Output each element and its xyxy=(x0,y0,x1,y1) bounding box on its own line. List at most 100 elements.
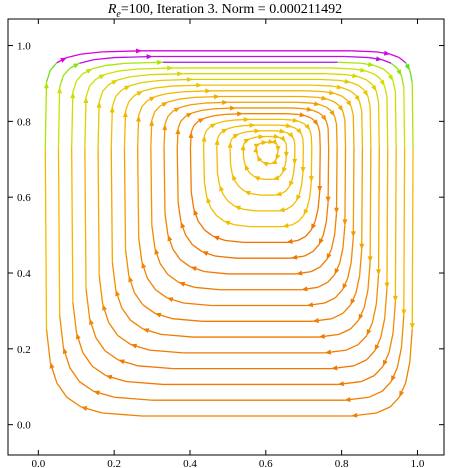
streamline-segment xyxy=(98,275,104,305)
streamline-arrow xyxy=(229,105,236,111)
streamline-arrow xyxy=(162,124,168,131)
streamline-segment xyxy=(342,87,351,92)
streamline-arrow xyxy=(275,145,281,153)
streamline-segment xyxy=(71,92,74,148)
streamline-segment xyxy=(300,172,304,186)
streamline-arrow xyxy=(391,375,396,382)
streamline-arrow xyxy=(258,134,265,140)
streamline-arrow xyxy=(367,256,373,263)
streamline-arrow xyxy=(387,74,394,81)
streamline-segment xyxy=(151,225,156,249)
streamline-segment xyxy=(114,55,153,59)
streamline-segment xyxy=(357,335,368,345)
streamline-segment xyxy=(121,307,131,321)
streamline-segment xyxy=(350,319,360,330)
streamline-arrow xyxy=(304,123,310,131)
streamline-arrow xyxy=(275,191,282,197)
streamline-arrow xyxy=(243,117,250,123)
streamline-arrow xyxy=(209,123,217,129)
streamline-arrow xyxy=(359,243,365,250)
streamline-segment xyxy=(238,186,245,192)
streamline-arrow xyxy=(73,63,80,69)
streamline-segment xyxy=(95,337,106,352)
streamline-segment xyxy=(93,56,115,61)
streamline-segment xyxy=(279,172,283,177)
streamline-segment xyxy=(62,67,71,76)
streamline-segment xyxy=(325,202,329,222)
streamline-segment xyxy=(155,92,168,98)
streamline-segment xyxy=(45,329,51,363)
streamline-segment xyxy=(149,349,184,354)
streamline-arrow xyxy=(334,268,340,275)
streamline-arrow xyxy=(367,61,375,67)
streamline-segment xyxy=(210,207,217,216)
streamline-segment xyxy=(229,164,233,175)
streamline-segment xyxy=(137,365,174,370)
streamline-segment xyxy=(298,214,305,222)
streamline-arrow xyxy=(102,304,107,311)
streamline-arrow xyxy=(346,100,352,107)
streamline-segment xyxy=(190,191,195,210)
streamline-segment xyxy=(44,82,48,148)
streamline-arrow xyxy=(383,50,391,56)
x-tick-label: 0.6 xyxy=(259,458,273,468)
streamline-segment xyxy=(380,318,386,338)
x-tick-label: 0.4 xyxy=(183,458,197,468)
streamline-segment xyxy=(166,91,184,95)
streamline-segment xyxy=(384,288,388,319)
streamline-arrow xyxy=(262,161,269,167)
streamline-segment xyxy=(227,126,235,130)
streamline-arrow xyxy=(287,132,294,139)
streamline-arrow xyxy=(342,219,348,226)
streamline-arrow xyxy=(318,238,324,245)
streamline-segment xyxy=(84,147,87,289)
streamline-arrow xyxy=(122,111,128,118)
streamline-segment xyxy=(333,116,338,125)
streamline-segment xyxy=(128,94,136,103)
streamline-arrow xyxy=(362,90,368,97)
streamline-segment xyxy=(193,120,199,127)
streamline-segment xyxy=(242,208,256,212)
streamline-arrow xyxy=(244,190,251,196)
streamline-arrow xyxy=(354,95,360,102)
streamline-segment xyxy=(91,365,107,377)
streamline-segment xyxy=(342,96,349,102)
streamline-segment xyxy=(350,81,359,87)
streamline-segment xyxy=(292,164,296,175)
streamline-segment xyxy=(190,102,205,106)
streamline-arrow xyxy=(306,106,313,112)
streamline-segment xyxy=(361,111,364,148)
streamline-arrow xyxy=(311,223,317,230)
streamline-segment xyxy=(185,234,193,246)
streamline-segment xyxy=(216,172,221,186)
streamline-segment xyxy=(126,61,164,64)
streamline-arrow xyxy=(180,221,186,229)
streamline-segment xyxy=(192,109,203,114)
streamline-segment xyxy=(167,274,180,283)
streamline-segment xyxy=(155,289,168,299)
streamline-segment xyxy=(319,259,328,268)
streamline-arrow xyxy=(337,105,343,112)
streamline-segment xyxy=(309,129,312,136)
streamline-segment xyxy=(409,329,413,363)
streamline-segment xyxy=(92,64,107,70)
streamline-segment xyxy=(80,51,103,55)
streamline-segment xyxy=(382,68,390,75)
streamline-segment xyxy=(298,120,304,125)
title-rest: =100, Iteration 3. Norm = 0.000211492 xyxy=(120,2,343,17)
y-axis-ticks: 0.0 0.2 0.4 0.6 0.8 1.0 xyxy=(8,41,444,432)
streamline-segment xyxy=(138,106,143,116)
streamline-segment xyxy=(180,115,187,122)
streamline-arrow xyxy=(149,119,155,126)
streamline-segment xyxy=(327,274,336,283)
streamline-arrow xyxy=(83,96,89,104)
streamline-segment xyxy=(324,73,347,76)
streamline-arrow xyxy=(128,275,134,283)
streamline-segment xyxy=(124,101,130,112)
streamline-arrow xyxy=(336,84,343,90)
streamline-segment xyxy=(134,292,144,306)
streamline-arrow xyxy=(371,84,377,92)
streamline-segment xyxy=(376,406,391,414)
streamline-arrow xyxy=(149,96,156,102)
